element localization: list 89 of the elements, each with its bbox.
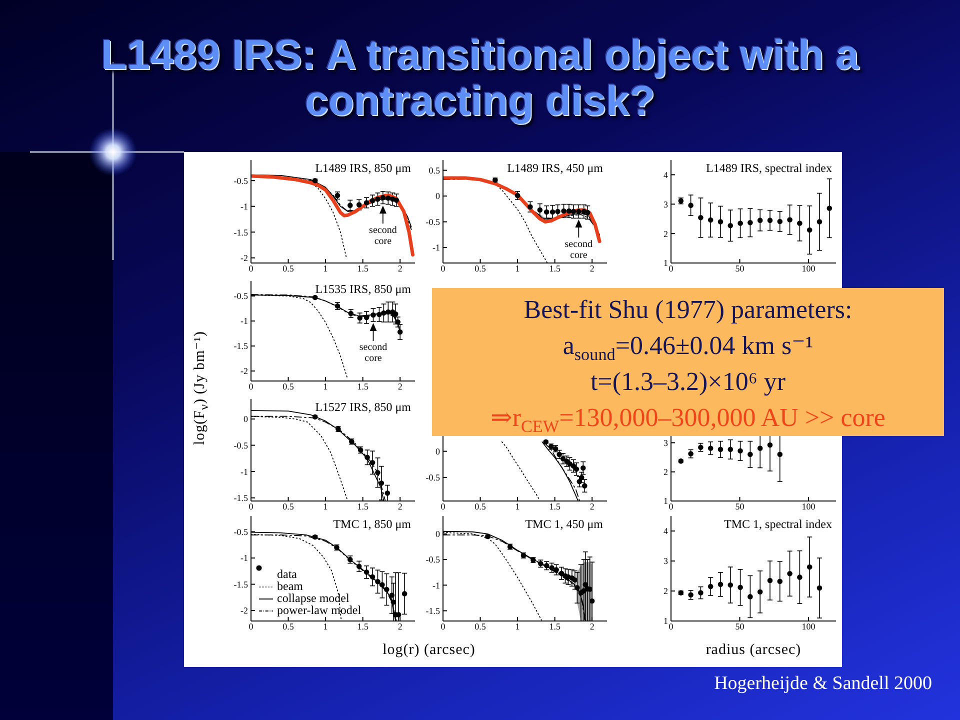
annotation: ⇒r$_{CEW}$=130,000–300,000 AU >> core bbox=[490, 402, 886, 436]
y-tick-label: -1 bbox=[240, 202, 248, 212]
y-tick-label: 0 bbox=[436, 529, 440, 540]
legend-label: beam bbox=[277, 579, 303, 593]
x-tick-label: 2 bbox=[398, 263, 402, 274]
x-tick-label: 0.5 bbox=[474, 501, 486, 512]
y-tick-label: 4 bbox=[664, 170, 668, 180]
x-tick-label: 0.5 bbox=[474, 621, 486, 632]
x-axis-title: log(r) (arcsec) bbox=[382, 642, 476, 659]
annotation: second core bbox=[359, 342, 388, 364]
y-tick-label: -0.5 bbox=[234, 526, 248, 537]
x-tick-label: 2 bbox=[590, 621, 594, 632]
chart-title: L1489 IRS, 450 μm bbox=[507, 161, 603, 176]
y-tick-label: -1 bbox=[240, 466, 248, 477]
chart-title: L1489 IRS, 850 μm bbox=[315, 161, 411, 176]
x-tick-label: 0.5 bbox=[282, 263, 294, 274]
y-tick-label: 0 bbox=[436, 191, 440, 202]
y-tick-label: -1 bbox=[240, 553, 248, 564]
x-tick-label: 1 bbox=[323, 621, 328, 632]
x-tick-label: 1.5 bbox=[549, 501, 561, 512]
x-tick-label: 1.5 bbox=[549, 621, 561, 632]
x-tick-label: 1.5 bbox=[357, 381, 369, 392]
x-tick-label: 1.5 bbox=[357, 621, 369, 632]
x-tick-label: 1 bbox=[515, 501, 520, 512]
y-tick-label: 3 bbox=[664, 199, 668, 210]
x-tick-label: 50 bbox=[735, 263, 745, 274]
y-tick-label: -0.5 bbox=[426, 554, 440, 565]
x-tick-label: 2 bbox=[398, 621, 402, 632]
y-tick-label: 0 bbox=[244, 414, 248, 424]
x-tick-label: 100 bbox=[802, 263, 816, 274]
x-tick-label: 50 bbox=[735, 621, 745, 632]
x-tick-label: 1.5 bbox=[549, 263, 561, 274]
x-tick-label: 1 bbox=[515, 263, 520, 274]
chart-title: TMC 1, 450 μm bbox=[525, 517, 603, 532]
y-tick-label: -1.5 bbox=[234, 341, 248, 352]
y-tick-label: 0.5 bbox=[428, 165, 440, 176]
y-tick-label: 0 bbox=[436, 446, 440, 457]
x-tick-label: 2 bbox=[590, 501, 594, 512]
x-tick-label: 0.5 bbox=[282, 621, 294, 632]
y-tick-label: -1.5 bbox=[426, 606, 440, 616]
y-tick-label: -1 bbox=[240, 316, 248, 326]
x-tick-label: 1.5 bbox=[357, 501, 369, 512]
x-tick-label: 100 bbox=[802, 621, 816, 632]
y-tick-label: -2 bbox=[240, 366, 248, 376]
x-tick-label: 0.5 bbox=[474, 263, 486, 274]
x-tick-label: 2 bbox=[398, 501, 402, 512]
y-tick-label: -1.5 bbox=[234, 579, 248, 590]
x-tick-label: 0.5 bbox=[282, 501, 294, 512]
annotation: second core bbox=[564, 238, 593, 260]
x-tick-label: 2 bbox=[398, 381, 402, 392]
y-tick-label: -0.5 bbox=[426, 216, 440, 227]
y-tick-label: 4 bbox=[664, 526, 668, 536]
x-tick-label: 1 bbox=[323, 381, 328, 392]
text: Hogerheijde & Sandell 2000 bbox=[714, 672, 932, 696]
x-tick-label: 1 bbox=[515, 621, 520, 632]
chart-title: L1527 IRS, 850 μm bbox=[315, 400, 411, 415]
x-tick-label: 1 bbox=[323, 501, 328, 512]
y-tick-label: -0.5 bbox=[234, 440, 248, 450]
y-tick-label: -1.5 bbox=[234, 227, 248, 238]
legend-label: data bbox=[277, 567, 297, 581]
annotation: second core bbox=[369, 224, 397, 247]
y-tick-label: 2 bbox=[664, 228, 668, 239]
y-tick-label: 3 bbox=[664, 556, 668, 566]
y-tick-label: -0.5 bbox=[234, 176, 248, 186]
x-tick-label: 2 bbox=[590, 263, 594, 274]
x-tick-label: 50 bbox=[735, 501, 745, 512]
y-tick-label: -0.5 bbox=[234, 291, 248, 302]
legend-label: power-law model bbox=[277, 603, 362, 617]
legend-label: collapse model bbox=[277, 591, 350, 605]
y-tick-label: -1 bbox=[432, 580, 440, 590]
y-tick-label: -2 bbox=[240, 606, 248, 616]
y-tick-label: -0.5 bbox=[426, 472, 440, 483]
chart-title: L1489 IRS, spectral index bbox=[706, 161, 832, 176]
chart-title: L1535 IRS, 850 μm bbox=[315, 282, 411, 297]
x-tick-label: 1.5 bbox=[357, 263, 369, 274]
text: L1489 IRS: A transitional object with a contracting disk? bbox=[100, 31, 860, 124]
x-tick-label: 100 bbox=[802, 501, 816, 512]
y-tick-label: -2 bbox=[240, 253, 248, 264]
note-box: Best-fit Shu (1977) parameters: a$_{sound}$=0.46±0.04 km s⁻¹ t=(1.3–3.2)×10⁶ yr ⇒r$_{CEW}$=130,000–300,000 AU >> core bbox=[432, 288, 944, 436]
chart-title: TMC 1, spectral index bbox=[724, 517, 832, 532]
x-tick-label: 0.5 bbox=[282, 381, 294, 392]
y-tick-label: -1 bbox=[432, 242, 440, 253]
y-tick-label: 3 bbox=[664, 438, 668, 448]
x-tick-label: 1 bbox=[323, 263, 328, 274]
y-tick-label: 2 bbox=[664, 586, 668, 596]
chart-title: TMC 1, 850 μm bbox=[333, 517, 411, 532]
y-tick-label: -1.5 bbox=[234, 493, 248, 504]
x-axis-title: radius (arcsec) bbox=[704, 642, 802, 659]
y-tick-label: 2 bbox=[664, 467, 668, 478]
